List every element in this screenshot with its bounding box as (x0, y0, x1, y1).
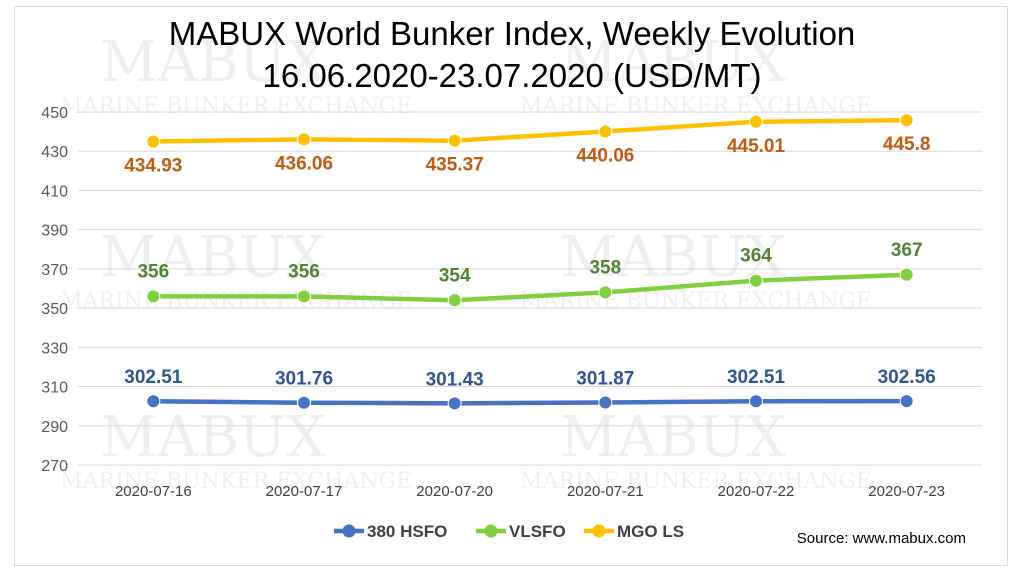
series-380-hsfo: 302.51 301.76 301.43 301.87 302.51 302.56 (124, 367, 936, 411)
y-tick-label: 290 (41, 419, 68, 436)
legend-label: 380 HSFO (367, 522, 447, 541)
data-point-vlsfo (749, 273, 763, 288)
y-tick-label: 310 (41, 380, 68, 397)
data-label-vlsfo: 358 (589, 257, 621, 278)
watermark-brand: MABUX (560, 405, 786, 470)
data-point-380-hsfo (297, 395, 311, 410)
data-label-380-hsfo: 301.87 (576, 368, 634, 389)
x-tick-label: 2020-07-22 (718, 483, 795, 500)
legend-label: VLSFO (509, 522, 566, 541)
y-tick-label: 430 (41, 144, 68, 161)
legend-item-380-hsfo: 380 HSFO (334, 522, 447, 541)
watermark-tagline: MARINE BUNKER EXCHANGE (520, 94, 872, 119)
legend: 380 HSFO VLSFO MGO LS (334, 522, 684, 541)
data-label-mgo-ls: 445.8 (883, 134, 931, 155)
x-tick-label: 2020-07-16 (115, 483, 192, 500)
x-tick-label: 2020-07-17 (266, 483, 343, 500)
data-point-vlsfo (447, 293, 462, 308)
data-point-mgo-ls (899, 113, 914, 128)
x-tick-label: 2020-07-21 (567, 483, 644, 500)
y-tick-label: 270 (41, 458, 68, 475)
data-point-vlsfo (146, 289, 161, 304)
watermark-tagline: MARINE BUNKER EXCHANGE (520, 469, 872, 494)
series-mgo-ls: 434.93 436.06 435.37 440.06 445.01 445.8 (124, 113, 931, 177)
watermark-brand: MABUX (100, 405, 326, 470)
y-tick-label: 330 (41, 340, 68, 357)
data-label-380-hsfo: 302.51 (124, 367, 183, 388)
data-label-380-hsfo: 302.51 (727, 367, 786, 388)
legend-item-mgo-ls: MGO LS (584, 522, 684, 541)
x-tick-label: 2020-07-20 (416, 483, 493, 500)
y-tick-label: 350 (41, 301, 68, 318)
data-label-vlsfo: 356 (288, 261, 320, 282)
chart-frame (14, 6, 1008, 566)
data-point-vlsfo (899, 267, 914, 282)
data-point-mgo-ls (297, 132, 311, 147)
data-point-mgo-ls (598, 124, 613, 139)
data-label-mgo-ls: 434.93 (124, 156, 182, 177)
series-line-380-hsfo (151, 398, 909, 406)
legend-swatch-marker (342, 524, 356, 538)
legend-label: MGO LS (617, 522, 684, 541)
data-label-vlsfo: 354 (439, 265, 471, 286)
y-axis: 450 430 410 390 370 350 330 310 290 270 (41, 105, 68, 475)
chart-title: MABUX World Bunker Index, Weekly Evoluti… (168, 15, 856, 52)
watermark-brand: MABUX (100, 30, 326, 95)
x-axis: 2020-07-16 2020-07-17 2020-07-20 2020-07-21… (115, 483, 945, 500)
data-point-mgo-ls (447, 133, 462, 148)
data-point-mgo-ls (749, 114, 763, 129)
chart-subtitle: 16.06.2020-23.07.2020 (USD/MT) (262, 57, 762, 94)
legend-swatch-marker (484, 524, 498, 538)
data-label-vlsfo: 356 (137, 261, 169, 282)
source-note: Source: www.mabux.com (797, 530, 966, 547)
watermark-tagline: MARINE BUNKER EXCHANGE (60, 94, 412, 119)
data-point-mgo-ls (146, 134, 161, 149)
gridlines (78, 111, 982, 466)
data-point-vlsfo (598, 285, 613, 300)
legend-item-vlsfo: VLSFO (476, 522, 566, 541)
data-point-380-hsfo (447, 396, 462, 411)
data-point-vlsfo (297, 289, 311, 304)
data-label-mgo-ls: 440.06 (576, 145, 634, 166)
watermark-brand: MABUX (560, 30, 786, 95)
data-label-380-hsfo: 301.43 (426, 369, 484, 390)
x-tick-label: 2020-07-23 (868, 483, 945, 500)
data-label-vlsfo: 367 (891, 240, 923, 261)
watermark-brand: MABUX (100, 225, 326, 290)
data-label-mgo-ls: 445.01 (727, 136, 786, 157)
data-point-380-hsfo (598, 395, 613, 410)
data-label-mgo-ls: 436.06 (275, 153, 333, 174)
y-tick-label: 390 (41, 223, 68, 240)
series-line-vlsfo (151, 272, 909, 303)
data-point-380-hsfo (749, 394, 763, 409)
y-tick-label: 370 (41, 262, 68, 279)
series-line-mgo-ls (151, 117, 909, 144)
watermark-tagline: MARINE BUNKER EXCHANGE (60, 469, 412, 494)
legend-swatch-marker (592, 524, 606, 538)
data-point-380-hsfo (899, 394, 914, 409)
series-vlsfo: 356 356 354 358 364 367 (137, 240, 923, 308)
data-label-380-hsfo: 301.76 (275, 369, 333, 390)
watermark-tagline: MARINE BUNKER EXCHANGE (60, 289, 412, 314)
data-label-vlsfo: 364 (740, 246, 772, 267)
y-tick-label: 410 (41, 183, 68, 200)
data-point-380-hsfo (146, 394, 161, 409)
data-label-380-hsfo: 302.56 (878, 367, 936, 388)
y-tick-label: 450 (41, 105, 68, 122)
data-label-mgo-ls: 435.37 (426, 155, 484, 176)
